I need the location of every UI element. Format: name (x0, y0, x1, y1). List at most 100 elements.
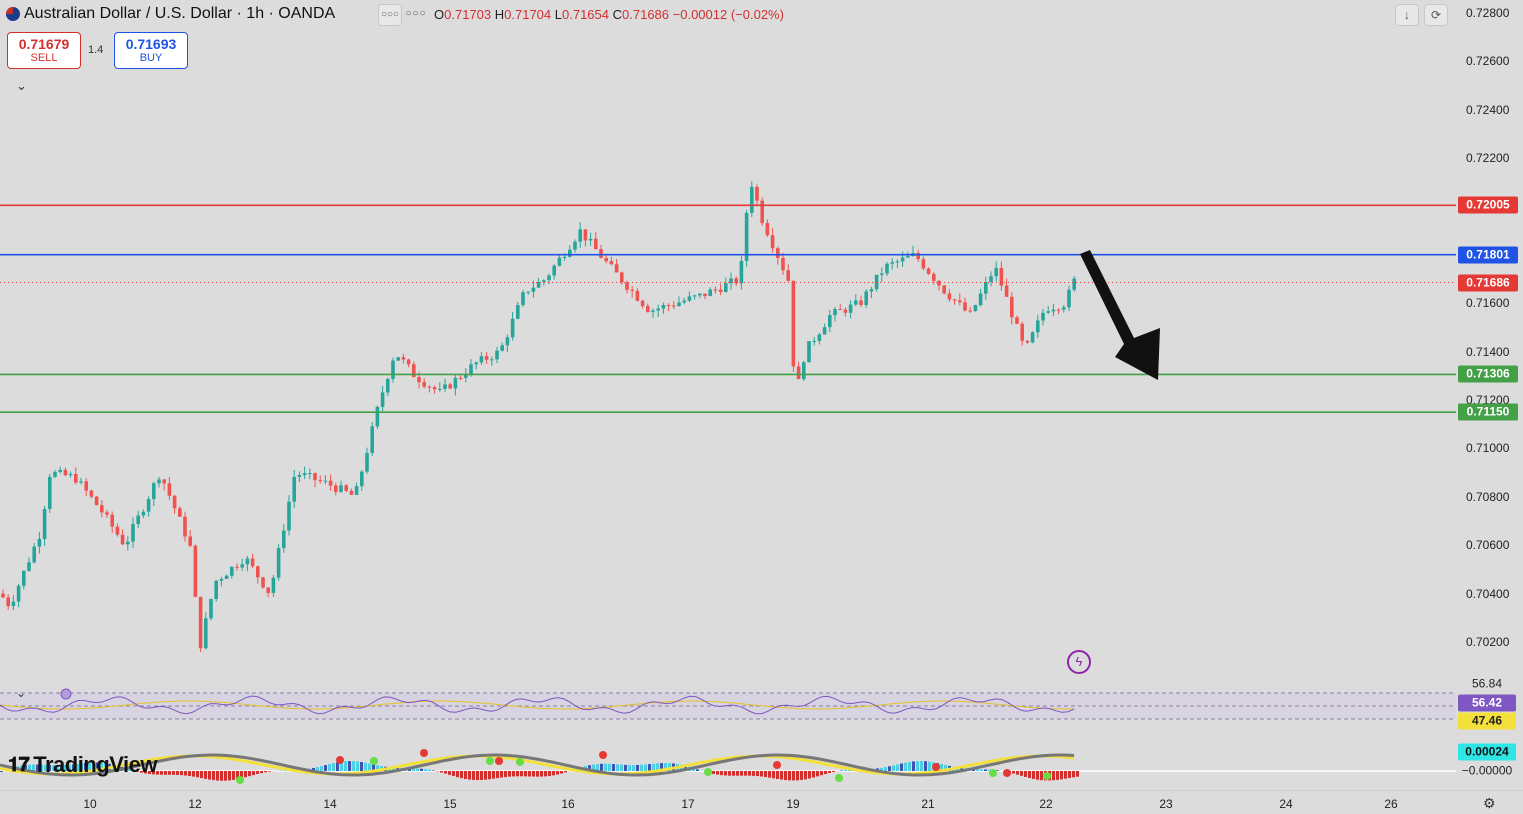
spread-value: 1.4 (88, 44, 103, 56)
candle-body (1031, 332, 1035, 342)
symbol-title[interactable]: Australian Dollar / U.S. Dollar · 1h · O… (0, 5, 335, 23)
price-tick-label: 0.72600 (1466, 54, 1509, 68)
macd-histogram-bar (200, 771, 203, 778)
more-options-button[interactable]: ○○○ (378, 4, 402, 26)
macd-histogram-bar (1032, 771, 1035, 779)
macd-histogram-bar (476, 771, 479, 780)
settings-gear-icon[interactable]: ⚙ (1483, 795, 1496, 812)
candle-body (261, 577, 265, 587)
macd-histogram-bar (612, 764, 615, 771)
candle-body (386, 379, 390, 393)
candle-body (74, 474, 78, 483)
collapse-chevron-icon[interactable]: ⌄ (16, 686, 26, 700)
candle-body (828, 315, 832, 327)
macd-cross-dot (1003, 769, 1011, 777)
macd-histogram-bar (1016, 771, 1019, 775)
time-tick-label: 26 (1384, 797, 1397, 811)
candle-body (32, 547, 36, 563)
macd-histogram-bar (556, 771, 559, 775)
fullscreen-icon[interactable]: ⟳ (1424, 4, 1448, 26)
candle-body (209, 599, 213, 618)
sell-button[interactable]: 0.71679 SELL (7, 32, 81, 69)
level-price-tag: 0.71306 (1458, 366, 1518, 383)
candle-body (584, 229, 588, 240)
macd-histogram-bar (248, 771, 251, 776)
macd-histogram-bar (920, 761, 923, 771)
macd-histogram-bar (620, 765, 623, 771)
macd-histogram-bar (232, 771, 235, 780)
dots-icon[interactable]: ○○○ (405, 4, 427, 24)
macd-histogram-bar (820, 771, 823, 775)
macd-histogram-bar (564, 771, 567, 772)
macd-cross-dot (420, 749, 428, 757)
candle-body (890, 262, 894, 264)
macd-histogram-bar (748, 771, 751, 776)
candle-body (604, 258, 608, 261)
macd-histogram-bar (364, 763, 367, 771)
candle-body (79, 481, 83, 482)
macd-histogram-bar (788, 771, 791, 780)
macd-histogram-bar (192, 771, 195, 777)
price-tick-label: 0.72200 (1466, 151, 1509, 165)
candle-body (1072, 279, 1076, 290)
macd-histogram-bar (520, 771, 523, 776)
candle-body (974, 305, 978, 311)
candle-body (303, 473, 307, 475)
candle-body (916, 253, 920, 259)
candle-body (355, 486, 359, 495)
candle-body (859, 300, 863, 305)
macd-cross-dot (932, 763, 940, 771)
price-chart[interactable] (0, 0, 1456, 790)
buy-button[interactable]: 0.71693 BUY (114, 32, 188, 69)
candle-body (870, 289, 874, 291)
candle-body (573, 242, 577, 250)
candle-body (672, 306, 676, 307)
candle-body (391, 361, 395, 379)
candle-body (942, 286, 946, 294)
candle-body (43, 509, 47, 539)
chevron-down-icon[interactable]: ⌄ (16, 78, 27, 94)
candle-body (495, 351, 499, 360)
candle-body (750, 187, 754, 213)
candle-body (334, 486, 338, 492)
chart-canvas[interactable] (0, 0, 1456, 790)
macd-histogram-bar (1072, 771, 1075, 777)
candle-body (844, 310, 848, 313)
lightning-icon[interactable]: ϟ (1067, 650, 1091, 674)
macd-histogram-bar (624, 765, 627, 771)
candle-body (100, 505, 104, 512)
candle-body (251, 558, 255, 566)
candle-body (688, 296, 692, 300)
candle-body (896, 261, 900, 262)
candle-body (755, 187, 759, 201)
time-tick-label: 22 (1039, 797, 1052, 811)
candle-body (194, 546, 198, 597)
logo-text: TradingView (33, 752, 157, 778)
candle-body (64, 470, 68, 475)
candle-body (376, 407, 380, 426)
candle-body (90, 491, 94, 497)
candle-body (339, 485, 343, 492)
time-tick-label: 17 (681, 797, 694, 811)
macd-histogram-bar (532, 771, 535, 777)
macd-histogram-bar (460, 771, 463, 778)
candle-body (277, 548, 281, 578)
macd-histogram-bar (432, 770, 435, 771)
macd-histogram-bar (324, 765, 327, 771)
macd-cross-dot (1043, 772, 1051, 780)
candle-body (17, 586, 21, 602)
candle-body (511, 319, 515, 338)
macd-histogram-bar (184, 771, 187, 775)
candle-body (162, 479, 166, 483)
candle-body (1010, 297, 1014, 317)
macd-histogram-bar (264, 771, 267, 772)
candle-body (246, 558, 250, 564)
macd-histogram-bar (440, 771, 443, 772)
tradingview-logo[interactable]: 𝟏𝟕 TradingView (8, 752, 157, 778)
candle-body (344, 485, 348, 491)
arrow-down-icon[interactable]: ↓ (1395, 4, 1419, 26)
candle-body (786, 270, 790, 281)
candle-body (381, 392, 385, 406)
